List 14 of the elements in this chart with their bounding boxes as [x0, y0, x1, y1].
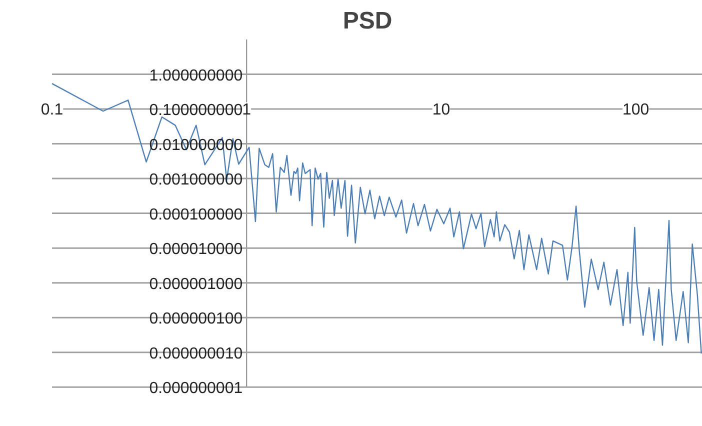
y-tick-label: 0.000100000	[149, 206, 243, 224]
y-tick-label: 0.000000010	[149, 345, 243, 362]
y-tick-label: 0.100000000	[149, 102, 243, 120]
x-tick-label: 100	[622, 101, 650, 118]
y-tick-label: 0.000000001	[149, 380, 243, 398]
y-tick-label: 0.000010000	[149, 241, 243, 258]
y-tick-label: 1.000000000	[149, 67, 243, 84]
y-tick-label: 0.000001000	[149, 276, 243, 293]
y-tick-label: 0.001000000	[149, 172, 243, 189]
x-tick-label: 0.1	[40, 101, 64, 118]
chart-title: PSD	[342, 8, 392, 34]
x-tick-label: 1	[242, 101, 252, 118]
y-tick-label: 0.000000100	[149, 310, 243, 328]
x-tick-label: 10	[432, 101, 450, 118]
